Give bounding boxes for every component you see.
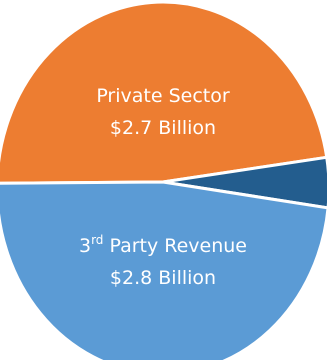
slice-label-third-party-revenue: 3rd Party Revenue (79, 233, 247, 257)
slice-value-third-party-revenue: $2.8 Billion (110, 267, 216, 289)
pie-slice-3rd-party-revenue (0, 180, 327, 360)
slice-label-private-sector: Private Sector (96, 85, 230, 107)
slice-value-private-sector: $2.7 Billion (110, 117, 216, 139)
pie-slice-private-sector (0, 0, 327, 185)
